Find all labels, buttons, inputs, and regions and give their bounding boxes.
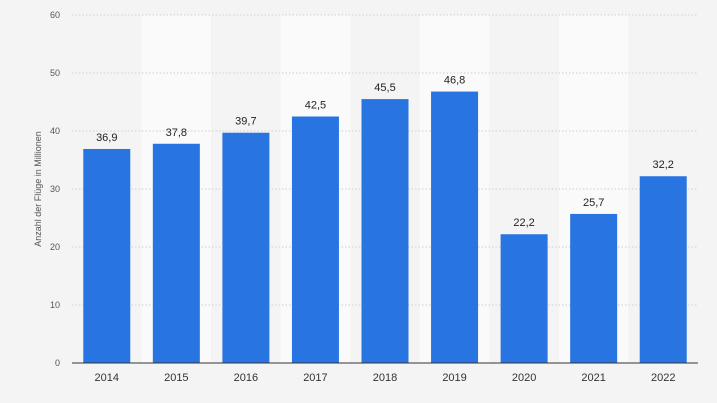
- x-tick-label: 2019: [442, 372, 466, 384]
- bar: [83, 148, 131, 363]
- x-tick-label: 2021: [581, 372, 605, 384]
- x-tick-label: 2014: [95, 372, 119, 384]
- bar: [570, 213, 618, 363]
- bar: [361, 99, 409, 363]
- x-tick-labels: 2014 2015 2016 2017 2018 2019 2020 2021 2022: [95, 372, 676, 384]
- bar: [639, 176, 687, 363]
- x-tick-label: 2020: [512, 372, 536, 384]
- data-labels: 36,9 37,8 39,7 42,5 45,5 46,8 22,2 25,7 32,2: [96, 75, 674, 230]
- data-label: 45,5: [374, 82, 395, 94]
- data-label: 36,9: [96, 132, 117, 144]
- y-tick-label: 60: [50, 10, 60, 20]
- y-tick-label: 0: [55, 358, 60, 368]
- data-label: 42,5: [305, 100, 326, 112]
- bar: [431, 91, 479, 363]
- x-tick-label: 2015: [164, 372, 188, 384]
- x-tick-label: 2016: [234, 372, 258, 384]
- x-tick-label: 2022: [651, 372, 675, 384]
- bar: [152, 143, 200, 363]
- data-label: 32,2: [653, 159, 674, 171]
- x-tick-label: 2017: [303, 372, 327, 384]
- y-tick-label: 20: [50, 242, 60, 252]
- bar: [222, 132, 270, 363]
- bars: [83, 91, 687, 363]
- y-tick-label: 40: [50, 126, 60, 136]
- y-tick-label: 30: [50, 184, 60, 194]
- data-label: 37,8: [166, 127, 187, 139]
- data-label: 22,2: [513, 217, 534, 229]
- data-label: 39,7: [235, 116, 256, 128]
- x-tick-label: 2018: [373, 372, 397, 384]
- bar: [291, 116, 339, 363]
- y-tick-label: 10: [50, 300, 60, 310]
- y-tick-label: 50: [50, 68, 60, 78]
- y-axis-title: Anzahl der Flüge in Millionen: [33, 131, 43, 247]
- data-label: 25,7: [583, 197, 604, 209]
- y-tick-labels: 0 10 20 30 40 50 60: [50, 10, 60, 368]
- bar: [500, 234, 548, 363]
- data-label: 46,8: [444, 75, 465, 87]
